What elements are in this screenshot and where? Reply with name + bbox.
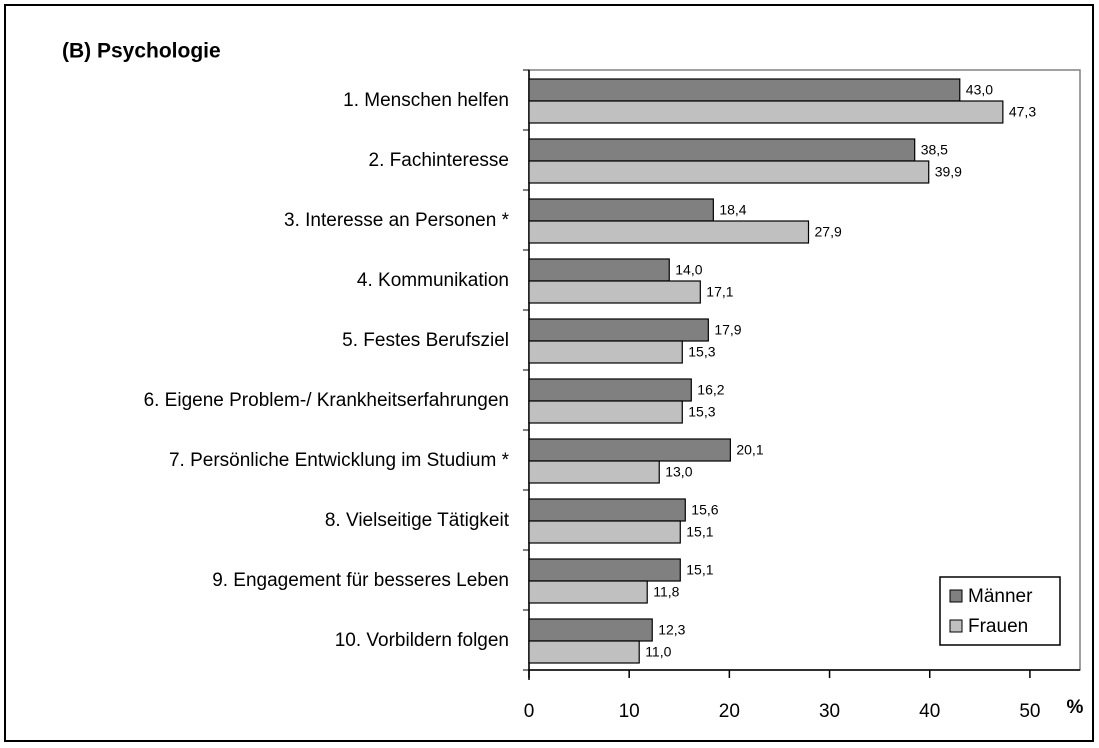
bar <box>528 78 961 102</box>
bar <box>528 198 714 222</box>
value-label: 16,2 <box>697 382 724 398</box>
value-label: 11,8 <box>653 584 679 600</box>
bar <box>528 280 701 304</box>
bar <box>528 400 683 424</box>
x-tick-label: 40 <box>919 701 940 722</box>
bar <box>528 438 731 462</box>
y-tick-label: 1. Menschen helfen <box>343 90 509 111</box>
bar <box>528 340 683 364</box>
x-tick-label: 0 <box>524 701 535 722</box>
x-tick-label: 10 <box>619 701 640 722</box>
bar <box>528 520 681 544</box>
value-label: 13,0 <box>665 464 692 480</box>
bar <box>528 160 930 184</box>
value-label: 17,1 <box>706 284 733 300</box>
y-tick-label: 2. Fachinteresse <box>369 150 509 171</box>
value-label: 18,4 <box>719 202 746 218</box>
value-label: 43,0 <box>966 82 993 98</box>
y-tick-label: 6. Eigene Problem-/ Krankheitserfahrunge… <box>144 390 509 411</box>
y-tick-label: 8. Vielseitige Tätigkeit <box>325 510 510 531</box>
x-tick-label: 50 <box>1019 701 1040 722</box>
bar <box>528 138 916 162</box>
bar <box>528 100 1004 124</box>
value-label: 47,3 <box>1009 104 1036 120</box>
value-label: 15,3 <box>688 344 715 360</box>
value-label: 15,6 <box>691 502 718 518</box>
y-tick-label: 7. Persönliche Entwicklung im Studium * <box>169 450 510 471</box>
bar <box>528 460 660 484</box>
value-label: 12,3 <box>658 622 685 638</box>
x-tick-label: 20 <box>719 701 740 722</box>
bar <box>528 558 681 582</box>
bar <box>528 580 648 604</box>
y-tick-label: 10. Vorbildern folgen <box>335 630 509 651</box>
y-tick-label: 9. Engagement für besseres Leben <box>212 570 509 591</box>
bar <box>528 220 810 244</box>
bar <box>528 640 640 664</box>
legend-box <box>939 576 1061 646</box>
value-label: 39,9 <box>935 164 962 180</box>
y-tick-label: 5. Festes Berufsziel <box>342 330 509 351</box>
value-label: 27,9 <box>815 224 842 240</box>
bar <box>528 378 692 402</box>
legend-label: Männer <box>968 586 1033 607</box>
bar <box>528 498 686 522</box>
value-label: 17,9 <box>714 322 741 338</box>
legend-label: Frauen <box>968 616 1028 637</box>
value-label: 11,0 <box>645 644 671 660</box>
y-tick-label: 3. Interesse an Personen * <box>284 210 510 231</box>
value-label: 38,5 <box>921 142 948 158</box>
x-axis-label: % <box>1067 697 1084 718</box>
bar <box>528 258 670 282</box>
bar <box>528 618 653 642</box>
value-label: 15,3 <box>688 404 715 420</box>
x-tick-label: 30 <box>819 701 840 722</box>
value-label: 15,1 <box>686 562 713 578</box>
chart-title: (B) Psychologie <box>62 40 221 63</box>
legend-swatch <box>949 589 963 603</box>
value-label: 20,1 <box>736 442 763 458</box>
y-tick-label: 4. Kommunikation <box>357 270 509 291</box>
bar <box>528 318 709 342</box>
legend-swatch <box>949 619 963 633</box>
value-label: 15,1 <box>686 524 713 540</box>
value-label: 14,0 <box>675 262 702 278</box>
